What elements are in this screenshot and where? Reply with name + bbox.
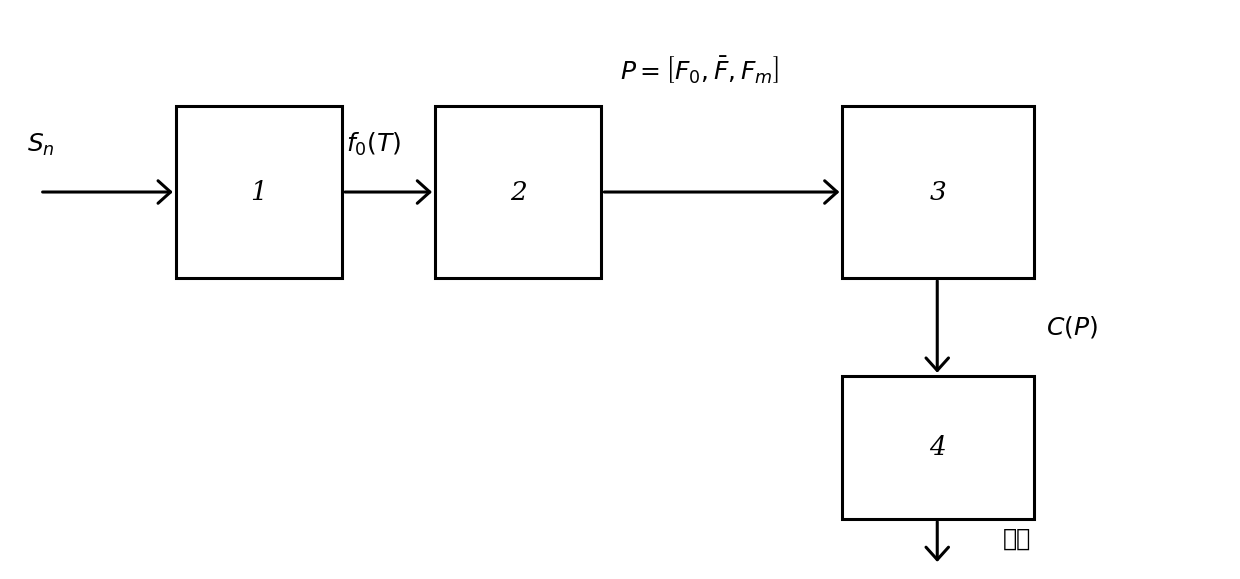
Text: 1: 1 — [250, 179, 268, 204]
Text: 2: 2 — [510, 179, 527, 204]
Bar — [435, 106, 601, 278]
Bar — [176, 106, 342, 278]
Text: $f_0(T)$: $f_0(T)$ — [346, 130, 402, 157]
Text: 3: 3 — [930, 179, 946, 204]
Text: $S_n$: $S_n$ — [27, 131, 56, 157]
Text: 4: 4 — [930, 435, 946, 460]
Bar — [842, 106, 1033, 278]
Text: $C(P)$: $C(P)$ — [1045, 314, 1097, 340]
Bar — [842, 376, 1033, 519]
Text: $P=\left[F_0,\bar{F},F_m\right]$: $P=\left[F_0,\bar{F},F_m\right]$ — [620, 54, 779, 86]
Text: 输出: 输出 — [1003, 527, 1030, 551]
